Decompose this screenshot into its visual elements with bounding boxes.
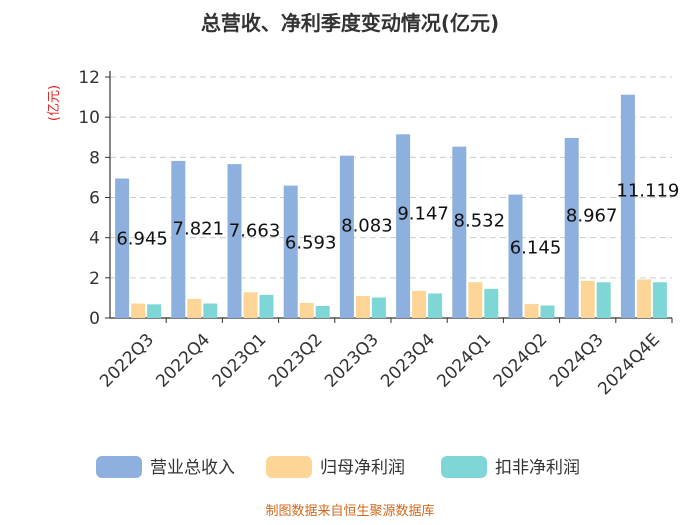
- y-axis-unit-label: (亿元): [47, 85, 62, 121]
- revenue-data-label: 6.145: [510, 238, 562, 259]
- bar-net-profit: [524, 303, 539, 318]
- y-tick-label: 12: [78, 68, 100, 88]
- bar-net-profit: [131, 303, 146, 318]
- x-tick-label: 2023Q1: [209, 330, 271, 392]
- legend-swatch: [441, 456, 487, 478]
- bar-deducted-net-profit: [259, 294, 274, 318]
- bar-revenue: [171, 160, 186, 318]
- y-tick-label: 8: [89, 148, 100, 168]
- bar-revenue: [227, 164, 242, 318]
- legend: 营业总收入 归母净利润 扣非净利润: [96, 456, 580, 478]
- bar-net-profit: [187, 298, 202, 318]
- revenue-data-label: 6.945: [116, 228, 168, 249]
- legend-swatch: [266, 456, 312, 478]
- x-tick-label: 2022Q3: [96, 330, 158, 392]
- legend-label: 扣非净利润: [495, 458, 580, 478]
- revenue-data-label: 7.821: [173, 218, 225, 239]
- bar-revenue: [283, 185, 298, 318]
- bar-deducted-net-profit: [484, 288, 499, 318]
- bar-revenue: [508, 194, 523, 318]
- bar-deducted-net-profit: [428, 293, 443, 318]
- bar-revenue: [620, 94, 635, 318]
- chart-title: 总营收、净利季度变动情况(亿元): [201, 11, 499, 35]
- y-tick-label: 0: [89, 309, 100, 329]
- revenue-data-label: 6.593: [285, 233, 337, 254]
- bar-revenue: [452, 146, 467, 318]
- y-tick-label: 6: [89, 189, 100, 209]
- bar-net-profit: [412, 290, 427, 318]
- source-note: 制图数据来自恒生聚源数据库: [265, 503, 434, 519]
- x-tick-label: 2024Q1: [433, 330, 495, 392]
- x-tick-label: 2024Q2: [490, 330, 552, 392]
- revenue-data-label: 8.083: [341, 215, 393, 236]
- bar-revenue: [564, 137, 579, 318]
- x-tick-label: 2023Q3: [321, 330, 383, 392]
- bar-deducted-net-profit: [315, 305, 330, 318]
- grid-lines: [110, 76, 672, 279]
- x-tick-label: 2023Q4: [377, 330, 439, 392]
- bar-deducted-net-profit: [652, 282, 667, 318]
- legend-label: 归母净利润: [320, 458, 405, 478]
- revenue-data-label: 8.967: [566, 205, 618, 226]
- y-tick-label: 10: [78, 108, 100, 128]
- x-tick-label: 2022Q4: [152, 330, 214, 392]
- legend-label: 营业总收入: [150, 458, 235, 478]
- bar-net-profit: [580, 280, 595, 318]
- legend-swatch: [96, 456, 142, 478]
- bar-net-profit: [355, 295, 370, 318]
- bar-deducted-net-profit: [203, 303, 218, 318]
- bar-net-profit: [468, 282, 483, 318]
- revenue-data-label: 7.663: [229, 220, 281, 241]
- bar-net-profit: [299, 302, 314, 318]
- bar-revenue: [115, 178, 130, 318]
- revenue-data-label: 11.119: [616, 181, 679, 202]
- bars: [115, 94, 667, 318]
- x-tick-label: 2024Q4E: [594, 330, 663, 399]
- bar-revenue: [339, 155, 354, 318]
- y-tick-label: 2: [89, 269, 100, 289]
- bar-net-profit: [243, 292, 258, 318]
- y-tick-label: 4: [89, 229, 100, 249]
- bar-net-profit: [636, 279, 651, 318]
- revenue-data-label: 9.147: [397, 203, 449, 224]
- bar-deducted-net-profit: [596, 282, 611, 318]
- bar-revenue: [396, 134, 411, 318]
- x-tick-label: 2023Q2: [265, 330, 327, 392]
- bar-deducted-net-profit: [540, 305, 555, 318]
- bar-deducted-net-profit: [147, 304, 162, 318]
- revenue-data-label: 8.532: [454, 210, 506, 231]
- bar-deducted-net-profit: [371, 297, 386, 318]
